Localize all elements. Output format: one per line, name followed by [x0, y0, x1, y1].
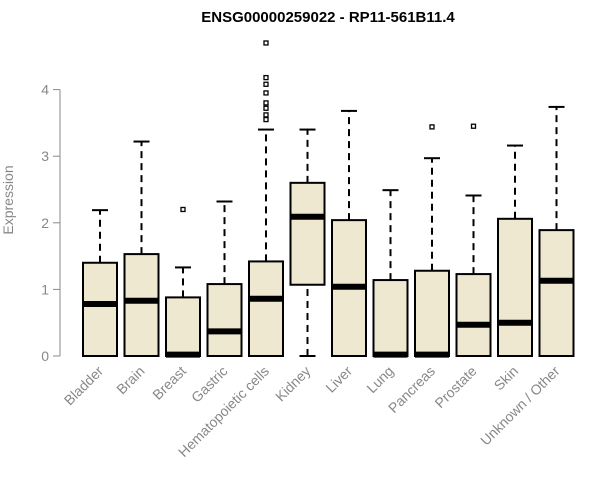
x-tick-label: Liver: [322, 363, 355, 396]
box-breast: [165, 206, 201, 358]
x-tick-label: Brain: [113, 363, 147, 397]
y-tick-label: 0: [41, 348, 49, 364]
box-liver: [331, 109, 367, 357]
box-body: [497, 217, 533, 357]
box-body: [206, 283, 243, 357]
outlier-point: [263, 40, 269, 46]
box-brain: [123, 140, 160, 358]
y-tick-label: 3: [41, 148, 49, 164]
outlier-point: [263, 105, 269, 111]
boxes-group: [82, 40, 575, 358]
outlier-point: [263, 100, 269, 106]
outlier-point: [263, 112, 269, 118]
box-skin: [497, 144, 533, 357]
box-body: [82, 261, 118, 358]
box-body: [414, 269, 450, 358]
box-body: [248, 260, 284, 358]
chart-title: ENSG00000259022 - RP11-561B11.4: [201, 9, 455, 26]
box-body: [123, 253, 160, 358]
box-body: [289, 181, 326, 286]
x-tick-label: Breast: [149, 363, 189, 403]
x-tick-label: Bladder: [61, 363, 107, 409]
box-body: [455, 273, 492, 357]
y-axis: 0 1 2 3 4: [41, 82, 61, 364]
box-hematopoietic-cells: [248, 40, 284, 358]
x-tick-label: Prostate: [431, 363, 479, 411]
y-axis-label: Expression: [0, 165, 16, 234]
y-tick-label: 2: [41, 215, 49, 231]
box-lung: [372, 189, 409, 358]
x-tick-label: Unknown / Other: [477, 363, 563, 449]
box-body: [165, 296, 201, 357]
box-gastric: [206, 200, 243, 357]
box-body: [538, 229, 575, 358]
box-kidney: [289, 128, 326, 357]
box-unknown-other: [538, 105, 575, 358]
x-tick-label: Lung: [363, 363, 396, 396]
outlier-point: [263, 90, 269, 96]
outlier-point: [263, 116, 269, 123]
x-tick-label: Kidney: [272, 363, 314, 405]
y-tick-label: 1: [41, 281, 49, 297]
box-prostate: [455, 123, 492, 357]
outlier-point: [263, 81, 269, 87]
outlier-point: [470, 123, 477, 129]
box-bladder: [82, 209, 118, 358]
x-tick-label: Skin: [491, 363, 522, 394]
y-tick-label: 4: [41, 82, 49, 98]
box-body: [372, 279, 409, 357]
box-pancreas: [414, 124, 450, 358]
outlier-point: [429, 124, 435, 130]
outlier-point: [180, 206, 186, 213]
outlier-point: [263, 74, 269, 81]
